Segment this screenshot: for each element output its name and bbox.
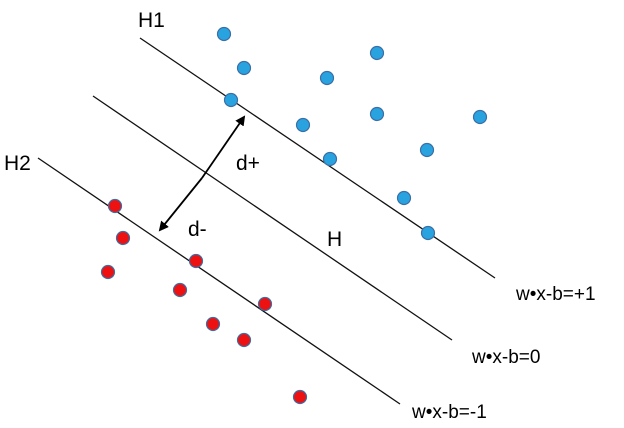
blue-point [472, 109, 488, 125]
eq-zero-label: w•x-b=0 [471, 347, 540, 368]
h-label: H [327, 228, 342, 251]
red-point [236, 332, 252, 348]
margin-arrow [201, 115, 246, 179]
blue-point [223, 92, 239, 108]
blue-point [216, 26, 232, 42]
blue-point [319, 70, 335, 86]
eq-plus-label: w•x-b=+1 [515, 284, 596, 305]
blue-point [419, 142, 435, 158]
blue-point [295, 117, 311, 133]
h2-label: H2 [4, 152, 31, 175]
margin-arrow-lower [158, 177, 203, 232]
red-point [188, 253, 204, 269]
blue-point [322, 151, 338, 167]
blue-point [420, 225, 436, 241]
blue-point [369, 106, 385, 122]
red-point [257, 296, 273, 312]
blue-point [236, 60, 252, 76]
h1-label: H1 [138, 9, 165, 32]
hyperplane-h1-line [139, 37, 496, 279]
red-point [205, 316, 221, 332]
red-points [100, 198, 308, 405]
d-minus-label: d- [188, 218, 207, 241]
eq-minus-label: w•x-b=-1 [411, 402, 487, 423]
red-point [115, 230, 131, 246]
red-point [172, 282, 188, 298]
hyperplane-h2-line [37, 157, 401, 405]
hyperplane-h-line [92, 95, 453, 341]
red-point [100, 264, 116, 280]
red-point [107, 198, 123, 214]
d-plus-label: d+ [236, 152, 260, 175]
red-point [292, 389, 308, 405]
blue-point [369, 45, 385, 61]
blue-points [216, 26, 488, 241]
blue-point [396, 190, 412, 206]
